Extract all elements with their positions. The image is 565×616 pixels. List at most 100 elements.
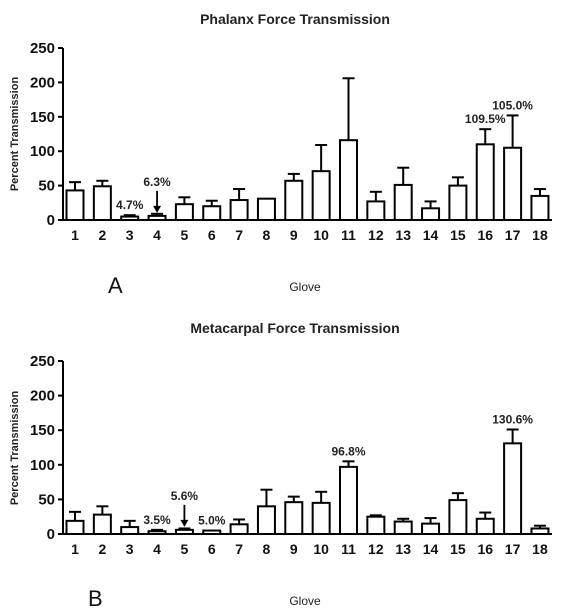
phalanx-chart: Phalanx Force Transmission Percent Trans… [9,11,552,298]
x-tick-label: 14 [423,541,439,557]
y-tick-label: 50 [38,178,55,195]
x-tick-label: 1 [71,541,79,557]
x-tick-label: 10 [313,541,329,557]
bar [256,505,276,536]
bar [448,499,468,536]
x-tick-label: 11 [341,227,356,243]
x-tick-label: 2 [98,541,106,557]
y-axis-label: Percent Transmission [9,77,21,192]
bar [202,529,222,535]
bar [202,205,222,222]
bar [366,200,386,221]
x-tick-label: 7 [235,227,243,243]
y-tick-label: 0 [47,212,55,229]
bar [475,143,495,222]
y-tick-label: 250 [30,353,55,370]
y-tick-label: 150 [30,422,55,439]
x-tick-label: 5 [181,227,189,243]
bar [256,197,276,221]
x-axis-label: Glove [289,594,321,608]
bar [284,501,304,535]
bar [65,519,85,535]
bar [147,530,167,535]
annotation-label: 5.0% [198,514,226,528]
annotation-arrow-head [153,205,162,213]
bar [339,139,358,221]
x-tick-label: 9 [290,227,298,243]
x-tick-label: 8 [263,227,271,243]
bar [229,199,249,222]
x-tick-label: 17 [505,227,521,243]
bar [65,189,85,221]
bar [503,146,523,221]
bar [120,215,140,221]
y-tick-label: 150 [30,109,55,126]
x-tick-label: 11 [341,541,356,557]
y-tick-label: 0 [47,526,55,543]
panel-label: A [108,273,123,298]
annotation-label: 109.5% [465,112,506,126]
bar [92,513,112,536]
x-tick-label: 16 [477,541,493,557]
chart-title: Phalanx Force Transmission [200,11,390,27]
y-tick-label: 100 [30,457,55,474]
annotation-label: 130.6% [492,413,533,427]
x-tick-label: 18 [532,541,548,557]
bar [311,170,331,221]
x-tick-label: 13 [395,541,411,557]
x-tick-label: 3 [126,541,134,557]
bar [311,501,331,535]
bar [339,465,358,536]
x-tick-label: 6 [208,227,216,243]
x-tick-label: 13 [395,227,411,243]
x-tick-label: 8 [263,541,271,557]
metacarpal-chart: Metacarpal Force Transmission Percent Tr… [9,320,552,611]
bar [530,527,550,535]
x-tick-label: 4 [153,227,161,243]
chart-title: Metacarpal Force Transmission [190,320,399,336]
bar [448,184,468,222]
x-tick-label: 14 [423,227,439,243]
x-tick-label: 15 [450,227,466,243]
x-tick-label: 7 [235,541,243,557]
y-tick-label: 200 [30,74,55,91]
bar [393,520,413,536]
annotation-label: 6.3% [143,175,171,189]
x-axis-label: Glove [289,280,321,294]
bar [174,203,194,221]
annotation-label: 5.6% [171,489,199,503]
bar [503,442,523,535]
x-tick-label: 12 [368,227,384,243]
y-axis-label: Percent Transmission [9,391,21,506]
x-tick-label: 2 [98,227,106,243]
x-tick-label: 16 [477,227,493,243]
bar [229,523,249,536]
x-tick-label: 1 [71,227,79,243]
x-tick-label: 5 [181,541,189,557]
x-tick-label: 3 [126,227,134,243]
bar [393,183,413,222]
y-tick-label: 250 [30,40,55,57]
x-tick-label: 9 [290,541,298,557]
annotation-label: 4.7% [116,198,144,212]
x-tick-label: 10 [313,227,329,243]
x-tick-label: 18 [532,227,548,243]
x-tick-label: 4 [153,541,161,557]
bar [147,214,167,221]
bar [366,515,386,536]
x-tick-label: 12 [368,541,384,557]
bar [174,528,194,536]
annotation-label: 3.5% [143,513,171,527]
y-tick-label: 100 [30,143,55,160]
bar [530,194,550,221]
y-tick-label: 200 [30,388,55,405]
y-tick-label: 50 [38,491,55,508]
x-tick-label: 15 [450,541,466,557]
bar [421,207,441,222]
x-tick-label: 17 [505,541,521,557]
x-tick-label: 6 [208,541,216,557]
bar [284,179,304,221]
bar [421,522,441,535]
annotation-arrow-head [180,519,189,527]
